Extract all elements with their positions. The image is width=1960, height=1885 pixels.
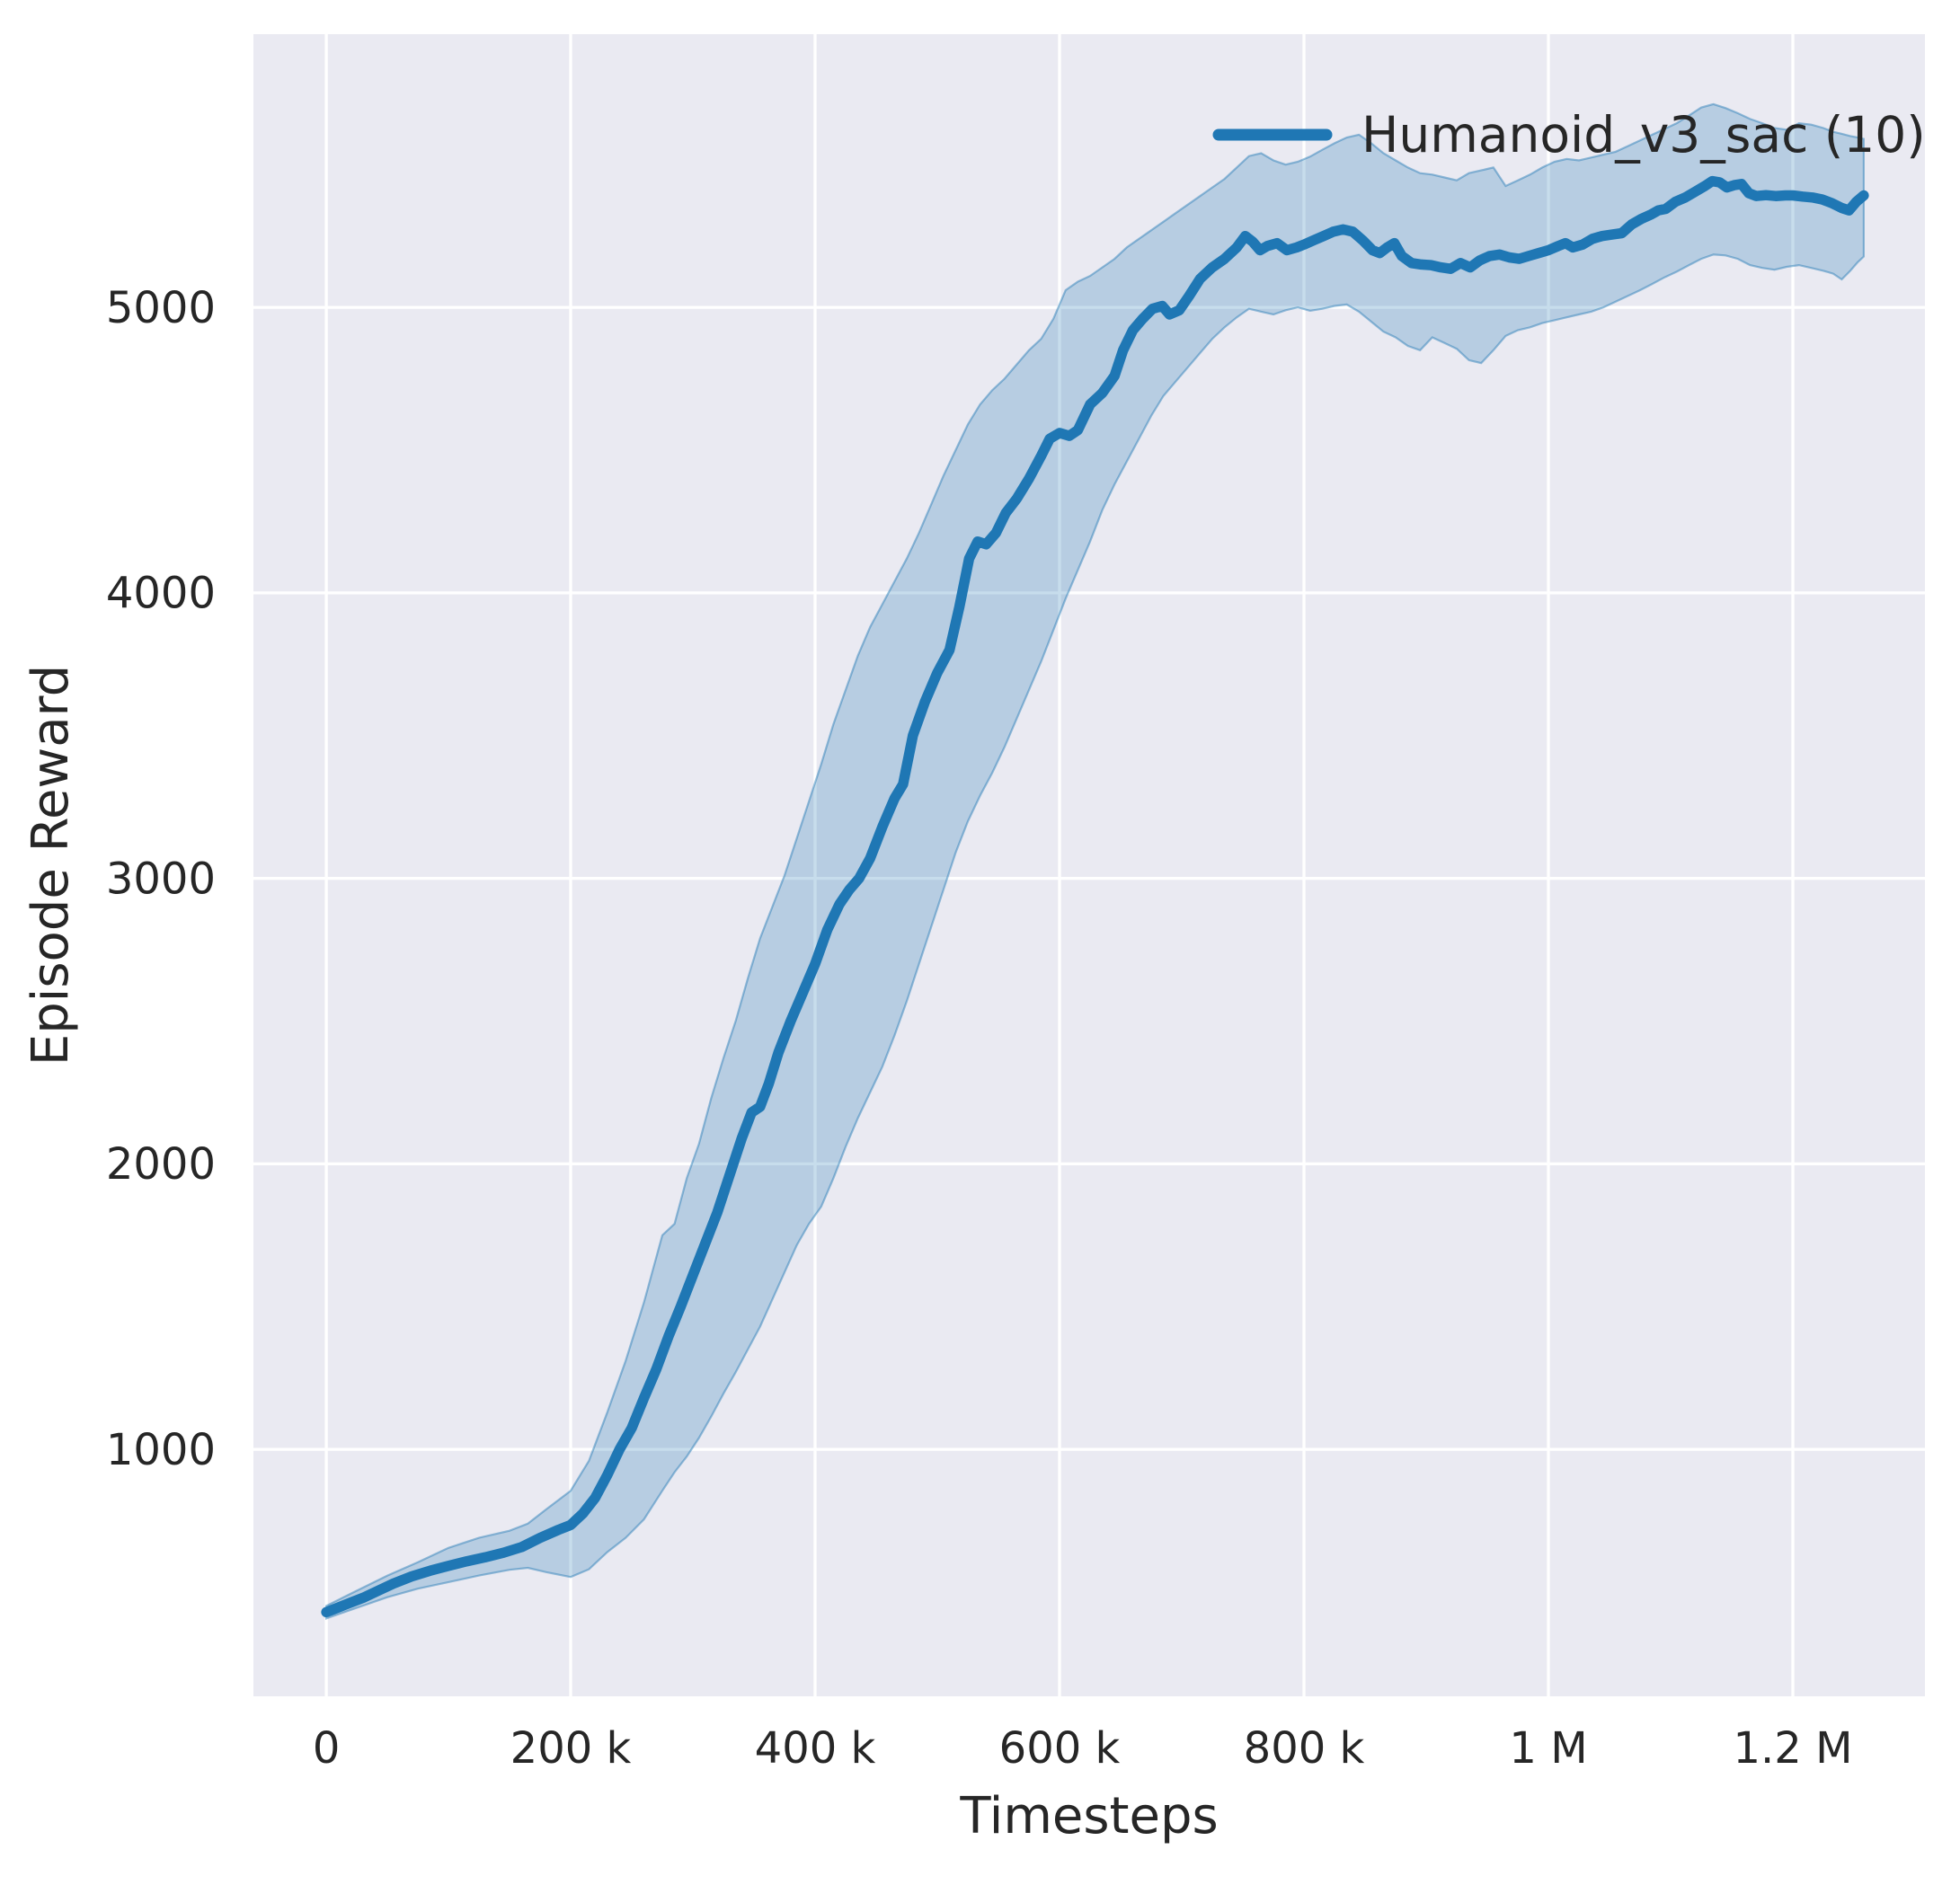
x-tick-label: 400 k [755, 1723, 876, 1774]
x-tick-label: 600 k [999, 1723, 1121, 1774]
y-tick-label: 1000 [106, 1425, 216, 1475]
x-tick-label: 1 M [1509, 1723, 1587, 1774]
axes-background [253, 34, 1925, 1696]
y-tick-label: 5000 [106, 283, 216, 333]
y-axis-label: Episode Reward [22, 665, 80, 1066]
x-tick-label: 1.2 M [1733, 1723, 1852, 1774]
x-axis-label: Timesteps [959, 1787, 1218, 1845]
x-tick-labels: 0 200 k 400 k 600 k 800 k 1 M 1.2 M [313, 1723, 1853, 1774]
x-tick-label: 200 k [510, 1723, 632, 1774]
grid-lines [253, 34, 1925, 1696]
x-tick-label: 0 [313, 1723, 341, 1774]
legend-label: Humanoid_v3_sac (10) [1361, 106, 1926, 164]
x-tick-label: 800 k [1244, 1723, 1365, 1774]
legend: Humanoid_v3_sac (10) [1212, 106, 1926, 164]
mean-line [321, 175, 1869, 1618]
y-tick-labels: 1000 2000 3000 4000 5000 [106, 283, 216, 1475]
series-humanoid-v3-sac [321, 102, 1869, 1620]
y-tick-label: 3000 [106, 854, 216, 904]
y-tick-label: 4000 [106, 569, 216, 619]
y-tick-label: 2000 [106, 1139, 216, 1190]
